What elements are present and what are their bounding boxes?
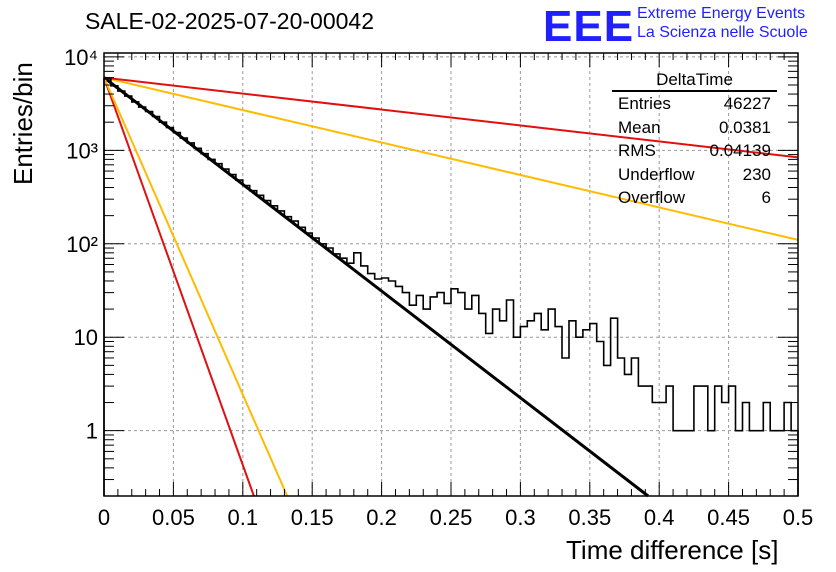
histogram-outline xyxy=(103,78,799,496)
y-tick-label: 10² xyxy=(66,232,98,257)
stats-row-rms: RMS 0.04139 xyxy=(612,139,777,163)
stats-label: Overflow xyxy=(618,188,686,207)
stats-label: Mean xyxy=(618,117,661,137)
chart-title: SALE-02-2025-07-20-00042 xyxy=(85,8,374,34)
x-tick-label: 0.15 xyxy=(291,505,334,530)
x-tick-label: 0.45 xyxy=(707,505,750,530)
tick-labels: 0 0.05 0.1 0.15 0.2 0.25 0.3 0.35 0.4 0.45 0.5 1 10 1… xyxy=(64,45,813,530)
series-line-2 xyxy=(103,77,289,497)
series-line-1 xyxy=(103,77,255,497)
y-tick-label: 10³ xyxy=(66,138,98,163)
stats-box: DeltaTime Entries 46227 Mean 0.0381 RMS … xyxy=(612,70,777,210)
stats-row-mean: Mean 0.0381 xyxy=(612,116,777,140)
x-tick-label: 0.4 xyxy=(644,505,675,530)
stats-row-overflow: Overflow 6 xyxy=(612,186,777,210)
stats-label: Underflow xyxy=(618,164,695,184)
y-tick-label: 10⁴ xyxy=(64,45,98,70)
x-tick-label: 0.35 xyxy=(568,505,611,530)
stats-row-entries: Entries 46227 xyxy=(612,92,777,116)
histogram xyxy=(103,78,799,496)
series-line-4 xyxy=(103,76,799,159)
stats-value: 6 xyxy=(761,188,771,207)
x-tick-label: 0.2 xyxy=(366,505,397,530)
y-axis-label: Entries/bin xyxy=(8,62,38,185)
axis-ticks xyxy=(103,53,799,497)
brand-line-2: La Scienza nelle Scuole xyxy=(637,24,808,41)
stats-value: 0.0381 xyxy=(719,117,771,137)
stats-label: RMS xyxy=(618,141,656,160)
stats-title: DeltaTime xyxy=(612,70,777,92)
stats-label: Entries xyxy=(618,94,671,113)
grid xyxy=(104,53,798,496)
y-tick-label: 10 xyxy=(74,325,98,350)
x-tick-label: 0.05 xyxy=(152,505,195,530)
eee-logo: EEE xyxy=(543,2,635,51)
stats-value: 230 xyxy=(742,164,771,184)
x-tick-label: 0.1 xyxy=(228,505,259,530)
x-tick-label: 0.3 xyxy=(505,505,536,530)
x-tick-label: 0.25 xyxy=(430,505,473,530)
brand-line-1: Extreme Energy Events xyxy=(637,5,806,22)
y-tick-label: 1 xyxy=(86,419,98,444)
stats-value: 46227 xyxy=(723,94,771,113)
stats-row-underflow: Underflow 230 xyxy=(612,163,777,187)
stats-value: 0.04139 xyxy=(709,141,771,160)
x-tick-label: 0 xyxy=(98,505,110,530)
series-line-3 xyxy=(103,76,799,241)
x-tick-label: 0.5 xyxy=(783,505,814,530)
x-axis-label: Time difference [s] xyxy=(566,535,779,565)
